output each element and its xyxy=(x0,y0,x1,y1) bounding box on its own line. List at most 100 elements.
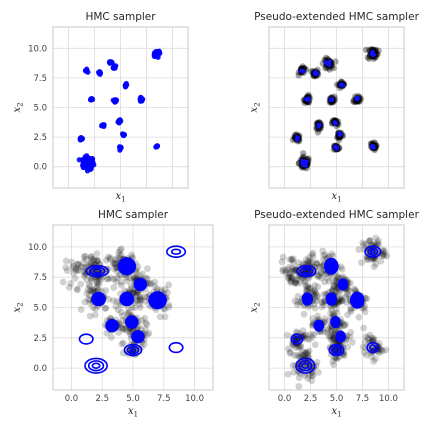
sample-point xyxy=(88,166,94,172)
sample-point xyxy=(112,65,118,71)
sample-point xyxy=(127,282,135,290)
y-tick-label: 2.5 xyxy=(33,334,47,344)
sample-point xyxy=(123,327,131,335)
x-axis-label: x1 xyxy=(128,406,138,419)
sample-point xyxy=(308,258,316,266)
sample-point xyxy=(363,295,371,302)
sample-point xyxy=(71,274,79,282)
sample-point xyxy=(94,257,102,265)
mode-point xyxy=(316,123,321,128)
sample-point xyxy=(317,298,325,305)
sample-point xyxy=(381,248,389,255)
sample-point xyxy=(115,249,123,256)
sample-point xyxy=(308,333,316,341)
sample-point xyxy=(318,269,326,277)
sample-point xyxy=(318,303,326,311)
sample-point xyxy=(138,96,144,102)
x-tick-label: 2.5 xyxy=(304,394,318,404)
sample-point xyxy=(345,292,353,300)
mode-point xyxy=(327,63,331,67)
sample-point xyxy=(285,269,293,277)
sample-point xyxy=(88,259,96,267)
sample-point xyxy=(103,275,111,283)
y-axis-label: x2 xyxy=(12,102,25,112)
sample-point xyxy=(374,239,382,247)
sample-point xyxy=(308,369,316,377)
sample-point xyxy=(288,267,296,275)
density-blob xyxy=(133,277,148,292)
y-tick-label: 0.0 xyxy=(33,364,47,374)
sample-point xyxy=(157,50,163,56)
sample-point xyxy=(342,293,350,301)
density-contour xyxy=(364,245,382,258)
sample-point xyxy=(360,324,367,332)
sample-point xyxy=(290,369,298,376)
sample-point xyxy=(295,259,302,267)
sample-point xyxy=(126,274,134,282)
density-contour xyxy=(89,266,106,276)
sample-point xyxy=(127,285,135,293)
sample-point xyxy=(285,264,293,271)
x-tick-label: 2.5 xyxy=(95,394,109,404)
sample-point xyxy=(309,315,316,322)
sample-point xyxy=(378,346,385,354)
sample-point xyxy=(301,331,309,339)
sample-point xyxy=(336,296,344,303)
density-contour xyxy=(368,344,377,351)
sample-point xyxy=(366,236,374,244)
sample-point xyxy=(134,297,142,304)
panel-3: HMC sampler 0.0 2.5 5.0 7.5 10.0 0.0 2.5 5.0 7.5 1… xyxy=(12,209,214,419)
sample-point xyxy=(279,267,287,275)
sample-point xyxy=(80,272,88,280)
sample-point xyxy=(101,123,107,129)
sample-point xyxy=(112,256,119,264)
sample-point xyxy=(154,144,160,150)
sample-point xyxy=(314,312,322,320)
sample-point xyxy=(309,253,317,261)
sample-point xyxy=(123,80,129,87)
sample-point xyxy=(140,341,148,348)
sample-point xyxy=(362,351,370,359)
sample-point xyxy=(165,281,173,289)
sample-point xyxy=(325,277,333,285)
sample-point xyxy=(293,301,301,309)
sample-point xyxy=(374,237,382,244)
density-blob xyxy=(330,315,341,329)
sample-point xyxy=(365,238,373,245)
sample-point xyxy=(63,267,71,275)
sample-point xyxy=(74,266,82,274)
sample-point xyxy=(303,349,311,356)
sample-point xyxy=(104,253,112,261)
sample-point xyxy=(347,328,355,336)
sample-point xyxy=(118,324,126,332)
sample-point xyxy=(80,259,87,266)
sample-point xyxy=(382,346,390,354)
sample-point xyxy=(110,275,118,283)
sample-point xyxy=(381,252,388,260)
sample-point xyxy=(292,277,300,285)
sample-point xyxy=(329,329,337,337)
x-tick-label: 10.0 xyxy=(379,394,398,404)
sample-point xyxy=(288,256,296,264)
sample-point xyxy=(74,260,82,268)
sample-point xyxy=(93,283,101,291)
sample-point xyxy=(362,333,370,341)
sample-point xyxy=(284,370,292,378)
sample-point xyxy=(305,347,313,355)
sample-point xyxy=(305,91,312,99)
sample-point xyxy=(82,255,90,263)
sample-point xyxy=(164,289,171,297)
sample-point xyxy=(114,306,122,314)
sample-point xyxy=(97,275,105,283)
sample-point xyxy=(80,264,88,271)
density-contour xyxy=(123,343,143,357)
sample-point xyxy=(372,234,380,242)
sample-point xyxy=(366,237,373,245)
sample-point xyxy=(291,267,298,275)
sample-point xyxy=(297,342,305,350)
sample-point xyxy=(279,253,287,261)
density-contour xyxy=(296,264,317,278)
sample-point xyxy=(344,343,352,351)
mode-point xyxy=(338,131,343,135)
y-tick-label: 7.5 xyxy=(33,74,47,84)
